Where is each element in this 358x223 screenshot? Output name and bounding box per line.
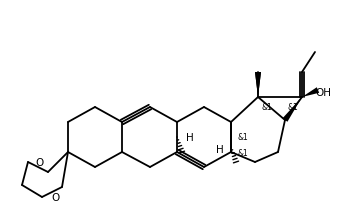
Text: &1: &1	[237, 134, 248, 142]
Text: H: H	[186, 133, 194, 143]
Text: &1: &1	[288, 103, 299, 112]
Text: &1: &1	[238, 149, 249, 157]
Polygon shape	[255, 72, 261, 97]
Text: O: O	[36, 158, 44, 168]
Text: OH: OH	[315, 88, 331, 98]
Polygon shape	[302, 87, 319, 97]
Polygon shape	[282, 97, 302, 122]
Text: &1: &1	[262, 103, 273, 112]
Text: H: H	[216, 145, 224, 155]
Polygon shape	[255, 72, 261, 97]
Text: O: O	[51, 193, 59, 203]
